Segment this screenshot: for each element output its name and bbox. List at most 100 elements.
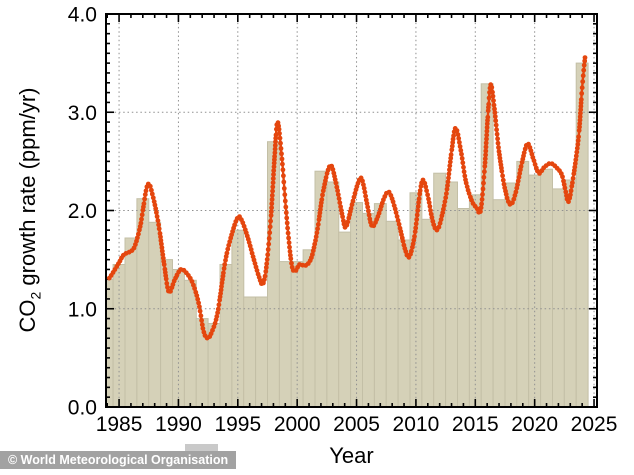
bar-1991	[183, 279, 197, 408]
line-dot	[282, 198, 288, 204]
line-dot	[482, 169, 487, 175]
line-dot	[345, 219, 351, 225]
line-dot	[268, 209, 274, 215]
line-dot	[266, 236, 272, 241]
line-dot	[262, 273, 268, 279]
x-tick-label-1990: 1990	[155, 413, 202, 436]
line-dot	[413, 221, 419, 227]
line-dot	[480, 186, 486, 192]
line-dot	[340, 214, 345, 220]
line-dot	[286, 235, 291, 241]
line-dot	[281, 179, 287, 185]
line-dot	[264, 257, 270, 262]
line-dot	[159, 248, 165, 254]
x-axis-title: Year	[329, 443, 374, 468]
bar-1999	[278, 261, 292, 408]
line-dot	[495, 136, 500, 142]
line-dot	[147, 183, 153, 189]
line-dot	[279, 151, 284, 157]
line-dot	[479, 201, 484, 207]
line-dot	[496, 145, 501, 150]
line-dot	[366, 212, 372, 218]
line-dot	[575, 142, 581, 147]
line-dot	[490, 93, 496, 99]
x-tick-label-1985: 1985	[96, 413, 143, 436]
line-dot	[395, 218, 401, 223]
line-dot	[414, 212, 420, 218]
line-dot	[159, 245, 165, 251]
line-dot	[515, 178, 521, 184]
x-tick-label-2000: 2000	[274, 413, 321, 436]
line-dot	[349, 202, 355, 208]
line-dot	[576, 134, 581, 140]
bar-2017	[492, 199, 506, 408]
line-dot	[168, 288, 173, 294]
line-dot	[312, 241, 318, 247]
line-dot	[216, 302, 222, 308]
line-dot	[429, 215, 435, 220]
line-dot	[338, 204, 343, 210]
bar-2008	[385, 220, 399, 408]
line-dot	[495, 140, 501, 146]
line-dot	[161, 262, 167, 267]
line-dot	[570, 180, 575, 186]
line-dot	[276, 126, 282, 132]
line-dot	[280, 167, 286, 173]
line-dot	[139, 216, 144, 222]
line-dot	[336, 196, 342, 202]
line-dot	[270, 188, 275, 194]
line-dot	[445, 183, 450, 189]
line-dot	[532, 162, 538, 167]
line-dot	[425, 192, 430, 198]
line-dot	[575, 138, 581, 144]
bar-1988	[148, 221, 162, 408]
line-dot	[492, 114, 498, 119]
line-dot	[319, 197, 325, 203]
line-dot	[263, 269, 269, 274]
line-dot	[350, 198, 356, 204]
line-dot	[287, 244, 292, 250]
line-dot	[566, 199, 571, 205]
line-dot	[214, 314, 220, 319]
line-dot	[493, 122, 499, 128]
line-dot	[484, 136, 489, 142]
line-dot	[247, 243, 253, 249]
line-dot	[315, 226, 320, 232]
line-dot	[337, 200, 343, 206]
line-dot	[268, 213, 274, 218]
line-dot	[483, 148, 489, 154]
line-dot	[269, 197, 275, 202]
x-tick-label-1995: 1995	[214, 413, 261, 436]
line-dot	[215, 310, 221, 316]
line-dot	[269, 205, 274, 211]
line-dot	[284, 215, 290, 221]
x-tick-label-2015: 2015	[452, 413, 499, 436]
line-dot	[335, 188, 340, 194]
line-dot	[484, 128, 490, 134]
line-dot	[165, 284, 170, 290]
x-tick-label-2005: 2005	[333, 413, 380, 436]
line-dot	[443, 195, 449, 201]
watermark-fragment	[185, 444, 218, 452]
line-dot	[459, 156, 465, 161]
line-dot	[462, 173, 468, 179]
line-dot	[272, 150, 278, 156]
line-dot	[279, 156, 285, 162]
line-dot	[266, 241, 272, 247]
bar-2007	[373, 203, 387, 408]
line-dot	[272, 143, 278, 148]
line-dot	[270, 180, 276, 186]
line-dot	[271, 172, 276, 177]
line-dot	[454, 128, 460, 134]
line-dot	[494, 131, 500, 137]
line-dot	[154, 210, 159, 215]
line-dot	[361, 182, 366, 188]
line-dot	[573, 153, 579, 159]
line-dot	[212, 320, 218, 326]
line-dot	[573, 157, 579, 163]
line-dot	[265, 247, 271, 252]
line-dot	[320, 192, 325, 198]
line-dot	[426, 196, 431, 202]
line-dot	[269, 193, 275, 198]
line-dot	[223, 257, 228, 263]
